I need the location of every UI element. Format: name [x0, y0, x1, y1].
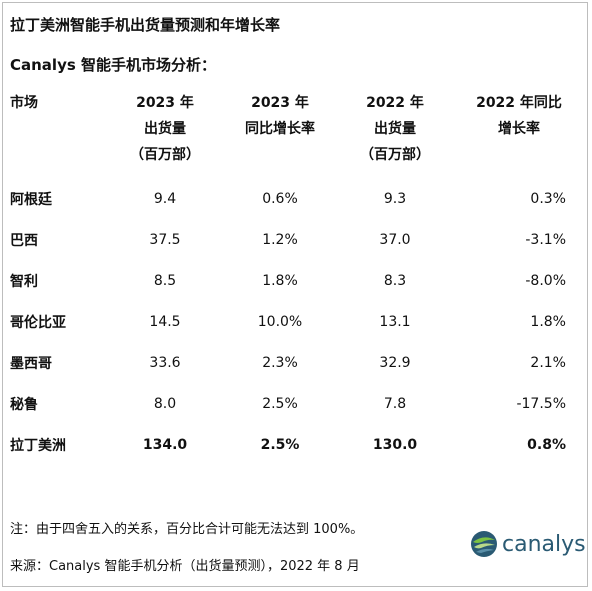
- cell-value: 134.0: [142, 436, 188, 453]
- cell-value: 0.8%: [527, 436, 566, 453]
- header-2023-growth: 2023 年 同比增长率: [220, 90, 340, 168]
- footnote: 注：由于四舍五入的关系，百分比合计可能无法达到 100%。: [10, 522, 364, 537]
- header-line: （百万部）: [360, 147, 430, 163]
- header-line: 2023 年: [251, 95, 309, 111]
- cell-value: 2.5%: [262, 395, 298, 412]
- cell-value: -3.1%: [525, 231, 566, 248]
- cell-value: 13.1: [379, 313, 411, 330]
- cell-value: 9.4: [153, 190, 177, 207]
- cell-value: 8.5: [153, 272, 177, 289]
- header-line: 市场: [10, 95, 38, 111]
- header-line: 增长率: [498, 121, 540, 137]
- header-2022-shipments: 2022 年 出货量 （百万部）: [340, 90, 450, 168]
- cell-value: -8.0%: [525, 272, 566, 289]
- cell-value: 32.9: [379, 354, 411, 371]
- logo-wordmark: canalys: [502, 531, 586, 557]
- cell-value: 37.5: [149, 231, 181, 248]
- header-line: 出货量: [144, 121, 186, 137]
- cell-market: 拉丁美洲: [10, 437, 66, 454]
- cell-market: 阿根廷: [10, 191, 52, 208]
- table-row: 秘鲁 8.0 2.5% 7.8 -17.5%: [0, 383, 588, 424]
- table-frame: [2, 2, 588, 587]
- cell-market: 巴西: [10, 232, 38, 249]
- source-line: 来源：Canalys 智能手机分析（出货量预测），2022 年 8 月: [10, 559, 360, 574]
- page-subtitle: Canalys 智能手机市场分析：: [10, 56, 217, 74]
- cell-value: 1.8%: [530, 313, 566, 330]
- cell-value: 2.3%: [262, 354, 298, 371]
- table-row: 墨西哥 33.6 2.3% 32.9 2.1%: [0, 342, 588, 383]
- header-line: 2022 年: [366, 95, 424, 111]
- cell-value: 33.6: [149, 354, 181, 371]
- page-title: 拉丁美洲智能手机出货量预测和年增长率: [10, 16, 281, 34]
- cell-value: 8.3: [383, 272, 407, 289]
- cell-value: 7.8: [383, 395, 407, 412]
- table-row: 哥伦比亚 14.5 10.0% 13.1 1.8%: [0, 301, 588, 342]
- cell-value: -17.5%: [516, 395, 566, 412]
- canalys-logo: canalys: [470, 530, 586, 558]
- header-2022-growth: 2022 年同比 增长率: [450, 90, 588, 168]
- cell-value: 2.5%: [260, 436, 300, 453]
- shipments-table: 市场 2023 年 出货量 （百万部） 2023 年 同比增长率 2022 年 …: [0, 90, 588, 465]
- cell-value: 37.0: [379, 231, 411, 248]
- header-market: 市场: [0, 90, 110, 168]
- table-row: 阿根廷 9.4 0.6% 9.3 0.3%: [0, 178, 588, 219]
- cell-market: 智利: [10, 273, 38, 290]
- cell-value: 130.0: [372, 436, 418, 453]
- cell-value: 2.1%: [530, 354, 566, 371]
- header-line: （百万部）: [130, 147, 200, 163]
- cell-value: 1.2%: [262, 231, 298, 248]
- cell-value: 14.5: [149, 313, 181, 330]
- table-row: 智利 8.5 1.8% 8.3 -8.0%: [0, 260, 588, 301]
- cell-value: 8.0: [153, 395, 177, 412]
- header-line: 2023 年: [136, 95, 194, 111]
- cell-value: 0.3%: [530, 190, 566, 207]
- cell-market: 秘鲁: [10, 396, 38, 413]
- cell-value: 9.3: [383, 190, 407, 207]
- header-line: 2022 年同比: [476, 95, 562, 111]
- table-header-row: 市场 2023 年 出货量 （百万部） 2023 年 同比增长率 2022 年 …: [0, 90, 588, 168]
- cell-value: 10.0%: [257, 313, 303, 330]
- cell-market: 哥伦比亚: [10, 314, 66, 331]
- header-line: 出货量: [374, 121, 416, 137]
- cell-value: 0.6%: [262, 190, 298, 207]
- header-2023-shipments: 2023 年 出货量 （百万部）: [110, 90, 220, 168]
- table-total-row: 拉丁美洲 134.0 2.5% 130.0 0.8%: [0, 424, 588, 465]
- table-row: 巴西 37.5 1.2% 37.0 -3.1%: [0, 219, 588, 260]
- cell-market: 墨西哥: [10, 355, 52, 372]
- cell-value: 1.8%: [262, 272, 298, 289]
- canalys-globe-icon: [471, 531, 497, 557]
- header-line: 同比增长率: [245, 121, 315, 137]
